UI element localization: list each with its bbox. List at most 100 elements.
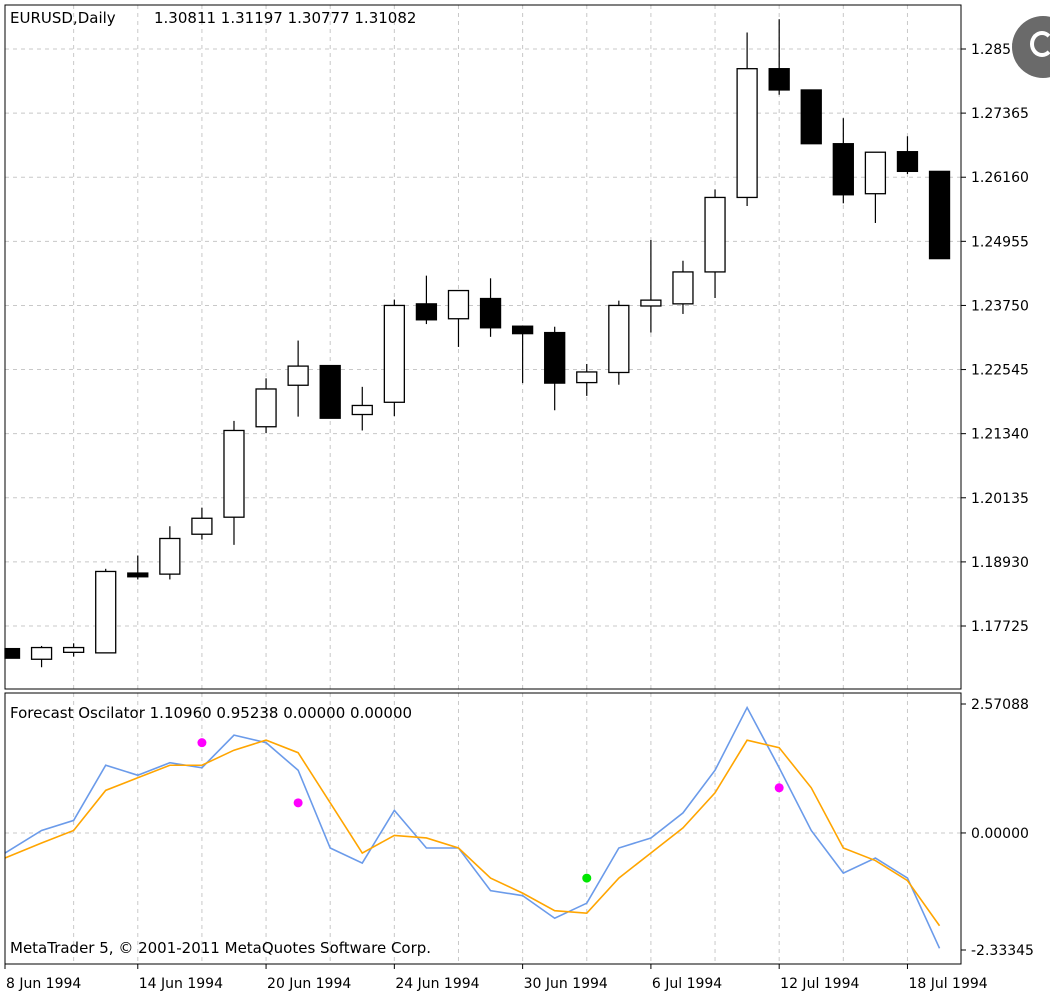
time-tick-label: 24 Jun 1994 [395, 976, 479, 992]
candle [864, 151, 887, 223]
sub-price-tick-label: 0.00000 [971, 826, 1029, 842]
candle-body-bullish [223, 429, 245, 518]
candle-body-bearish [544, 331, 566, 384]
candle-body-bullish [383, 304, 405, 403]
candle [415, 275, 438, 325]
candle-body-bullish [191, 517, 213, 535]
candle-body-bullish [159, 537, 181, 575]
candle [127, 555, 149, 580]
main-pane-border [4, 4, 962, 690]
sell-signal-dot [293, 798, 303, 808]
sub-grid [5, 693, 961, 964]
candle [351, 386, 373, 431]
indicator-pane-border [4, 692, 962, 965]
candle-body-bullish [704, 196, 726, 273]
time-tick-label: 8 Jun 1994 [6, 976, 81, 992]
time-tick-label: 6 Jul 1994 [652, 976, 722, 992]
candle [479, 278, 502, 337]
candle-body-bullish [640, 299, 662, 307]
candle [736, 32, 758, 206]
candle [191, 507, 213, 540]
signal-markers [197, 738, 784, 883]
candle-body-bullish [447, 289, 470, 320]
candle [672, 260, 694, 314]
sell-signal-dot [774, 783, 784, 793]
candle-body-bullish [608, 304, 630, 374]
candle [447, 289, 470, 347]
candle-body-bearish [127, 572, 149, 578]
main-price-tick-label: 1.23750 [971, 298, 1029, 314]
candle [704, 189, 726, 298]
symbol-label: EURUSD,Daily [10, 9, 116, 27]
candle [223, 420, 245, 545]
main-price-tick-label: 1.24955 [971, 234, 1029, 250]
main-grid [5, 5, 961, 689]
time-tick-label: 30 Jun 1994 [524, 976, 608, 992]
candle-body-bearish [319, 364, 341, 419]
copyright-text: MetaTrader 5, © 2001-2011 MetaQuotes Sof… [10, 939, 431, 957]
oscillator-line [4, 705, 941, 949]
main-price-tick-label: 1.27365 [971, 106, 1029, 122]
candle-body-bullish [95, 570, 117, 654]
candle [383, 299, 405, 417]
candle [544, 326, 566, 411]
candle-body-bearish [4, 647, 21, 659]
time-scale: 8 Jun 1994 14 Jun 1994 20 Jun 1994 24 Jun 1… [4, 964, 988, 992]
candle-body-bullish [736, 68, 758, 199]
candle-body-bullish [287, 365, 309, 386]
candle-body-bearish [768, 68, 790, 91]
main-price-tick-label: 1.22545 [971, 363, 1029, 379]
signal-line [4, 739, 941, 927]
candle-body-bearish [415, 303, 438, 321]
candlestick-series [4, 19, 951, 668]
candle [159, 526, 181, 580]
candle [511, 325, 534, 384]
candle [30, 645, 53, 668]
candle [287, 340, 309, 417]
time-tick-label: 14 Jun 1994 [139, 976, 223, 992]
candle [832, 118, 854, 204]
candle-body-bearish [896, 151, 919, 173]
candle [62, 643, 85, 657]
candle-body-bearish [479, 297, 502, 329]
candle-body-bearish [511, 325, 534, 335]
ohlc-values: 1.30811 1.31197 1.30777 1.31082 [154, 9, 416, 27]
oscillator-series [4, 705, 941, 949]
main-price-tick-label: 1.21340 [971, 427, 1029, 443]
candle [768, 19, 790, 95]
sub-price-tick-label: 2.57088 [971, 697, 1029, 713]
sub-price-tick-label: -2.33345 [971, 943, 1034, 959]
main-price-tick-label: 1.26160 [971, 170, 1029, 186]
refresh-icon [1030, 31, 1050, 57]
candle-body-bullish [62, 646, 85, 653]
candle-body-bullish [351, 404, 373, 416]
sub-price-scale: 2.57088 0.00000 -2.33345 [961, 697, 1034, 959]
candle [95, 568, 117, 654]
main-price-tick-label: 1.20135 [971, 491, 1029, 507]
candle [576, 363, 598, 396]
candle-body-bearish [800, 89, 822, 145]
main-price-tick-label: 1.18930 [971, 555, 1029, 571]
candle-body-bullish [255, 388, 277, 428]
candle [255, 378, 277, 434]
buy-signal-dot [582, 873, 592, 883]
candle [800, 89, 822, 145]
candle-body-bullish [30, 646, 53, 660]
indicator-label: Forecast Oscilator 1.10960 0.95238 0.000… [10, 704, 412, 722]
candle [928, 170, 951, 260]
candle [640, 240, 662, 333]
candle [896, 136, 919, 175]
candle [319, 364, 341, 419]
time-tick-label: 18 Jul 1994 [908, 976, 987, 992]
candle-body-bearish [928, 170, 951, 260]
candle [608, 300, 630, 385]
candle-body-bullish [864, 151, 887, 195]
sell-signal-dot [197, 738, 207, 748]
candle-body-bearish [832, 143, 854, 196]
candle-body-bullish [576, 371, 598, 384]
time-tick-label: 20 Jun 1994 [267, 976, 351, 992]
time-tick-label: 12 Jul 1994 [780, 976, 859, 992]
candle-body-bullish [672, 271, 694, 305]
